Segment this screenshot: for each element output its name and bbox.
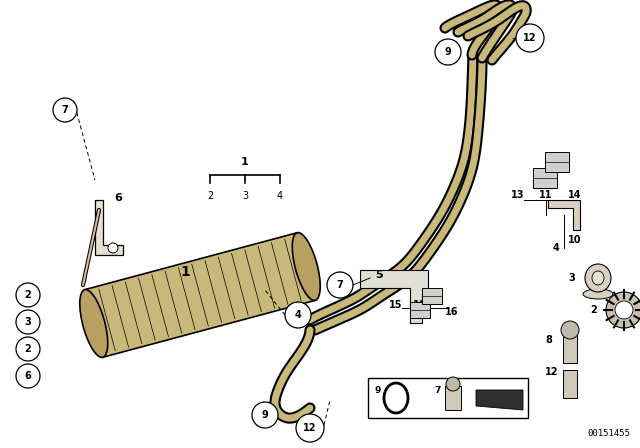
- Circle shape: [16, 364, 40, 388]
- Text: 4: 4: [277, 191, 283, 201]
- Circle shape: [606, 292, 640, 328]
- FancyBboxPatch shape: [545, 152, 569, 172]
- Ellipse shape: [80, 289, 108, 358]
- Text: 12: 12: [303, 423, 317, 433]
- Text: 2: 2: [590, 305, 596, 315]
- FancyBboxPatch shape: [410, 302, 430, 318]
- Polygon shape: [95, 200, 123, 255]
- Text: 3: 3: [242, 191, 248, 201]
- Circle shape: [108, 243, 118, 253]
- Circle shape: [16, 310, 40, 334]
- Text: 7: 7: [435, 386, 441, 395]
- Text: 6: 6: [114, 193, 122, 203]
- FancyBboxPatch shape: [563, 370, 577, 398]
- Polygon shape: [360, 270, 428, 323]
- Circle shape: [615, 301, 633, 319]
- Ellipse shape: [292, 233, 320, 301]
- Polygon shape: [476, 390, 523, 410]
- FancyBboxPatch shape: [445, 386, 461, 410]
- FancyBboxPatch shape: [533, 168, 557, 188]
- Circle shape: [53, 98, 77, 122]
- Circle shape: [296, 414, 324, 442]
- Text: 4: 4: [553, 243, 560, 253]
- Circle shape: [16, 283, 40, 307]
- Text: 3: 3: [568, 273, 575, 283]
- Text: 9: 9: [375, 386, 381, 395]
- Text: 11: 11: [413, 300, 427, 310]
- Circle shape: [446, 377, 460, 391]
- Circle shape: [16, 337, 40, 361]
- Text: 3: 3: [24, 317, 31, 327]
- Circle shape: [252, 402, 278, 428]
- Text: 15: 15: [388, 300, 402, 310]
- Text: 16: 16: [445, 307, 458, 317]
- Text: 7: 7: [337, 280, 344, 290]
- Text: 8: 8: [545, 335, 552, 345]
- FancyBboxPatch shape: [563, 335, 577, 363]
- Ellipse shape: [583, 289, 613, 299]
- Text: 5: 5: [375, 270, 383, 280]
- Circle shape: [327, 272, 353, 298]
- Text: 6: 6: [24, 371, 31, 381]
- Text: 7: 7: [61, 105, 68, 115]
- Text: 1: 1: [180, 265, 190, 279]
- FancyBboxPatch shape: [422, 288, 442, 304]
- Polygon shape: [548, 200, 580, 230]
- Text: 2: 2: [207, 191, 213, 201]
- Ellipse shape: [585, 264, 611, 292]
- Text: 12: 12: [524, 33, 537, 43]
- Text: 11: 11: [540, 190, 553, 200]
- Text: 12: 12: [545, 367, 559, 377]
- Circle shape: [516, 24, 544, 52]
- Circle shape: [561, 321, 579, 339]
- Text: 2: 2: [24, 290, 31, 300]
- Ellipse shape: [592, 271, 604, 285]
- Text: 1: 1: [241, 157, 249, 167]
- Text: 10: 10: [568, 235, 582, 245]
- Bar: [368, 378, 528, 418]
- Text: 2: 2: [24, 344, 31, 354]
- Circle shape: [435, 39, 461, 65]
- Text: 9: 9: [445, 47, 451, 57]
- Circle shape: [285, 302, 311, 328]
- Text: 4: 4: [294, 310, 301, 320]
- Text: 14: 14: [568, 190, 582, 200]
- Text: 9: 9: [262, 410, 268, 420]
- Polygon shape: [84, 233, 316, 357]
- Text: 13: 13: [511, 190, 524, 200]
- Text: 00151455: 00151455: [587, 429, 630, 438]
